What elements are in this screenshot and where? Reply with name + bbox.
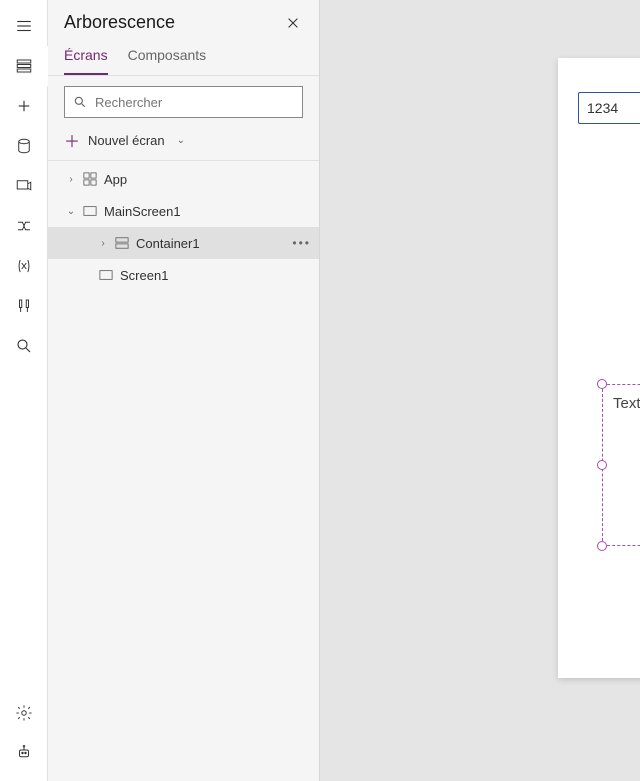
hamburger-icon[interactable] [0,6,48,46]
settings-icon[interactable] [0,693,48,733]
tab-components[interactable]: Composants [128,41,207,75]
tree-label: Screen1 [120,268,168,283]
close-icon[interactable] [283,13,303,33]
textbox-label: Texte [613,395,640,412]
search-input[interactable] [95,95,294,110]
tree: › App ⌄ MainScreen1 › Container1 ••• [48,161,319,781]
container-icon [114,235,130,251]
screen-icon [82,203,98,219]
selection-handle[interactable] [597,460,607,470]
input-value: 1234 [587,100,618,116]
left-rail [0,0,48,781]
bot-icon[interactable] [0,733,48,773]
tab-screens[interactable]: Écrans [64,41,108,75]
tree-panel: Arborescence Écrans Composants ＋ Nouvel … [48,0,320,781]
plus-icon: ＋ [64,128,80,152]
tree-label: App [104,172,127,187]
insert-icon[interactable] [0,86,48,126]
flows-icon[interactable] [0,206,48,246]
chevron-down-icon: ⌄ [177,135,185,146]
chevron-right-icon: › [96,238,110,249]
tools-icon[interactable] [0,286,48,326]
search-input-wrap [64,86,303,118]
canvas: 1234 Texte MainScreen1 ⌄ › Container1 [320,0,640,781]
selection-handle[interactable] [597,541,607,551]
tree-label: MainScreen1 [104,204,181,219]
chevron-down-icon: ⌄ [64,206,78,217]
selection-handle[interactable] [597,379,607,389]
variables-icon[interactable] [0,246,48,286]
search-icon [73,95,87,109]
app-icon [82,171,98,187]
chevron-right-icon: › [64,174,78,185]
tree-view-icon[interactable] [0,46,48,86]
new-screen-label: Nouvel écran [88,133,165,148]
new-screen-button[interactable]: ＋ Nouvel écran ⌄ [48,124,319,160]
panel-tabs: Écrans Composants [48,41,319,76]
more-icon[interactable]: ••• [292,236,311,250]
artboard [558,58,640,678]
tree-node-mainscreen[interactable]: ⌄ MainScreen1 [48,195,319,227]
search-rail-icon[interactable] [0,326,48,366]
tree-node-container[interactable]: › Container1 ••• [48,227,319,259]
selected-textbox[interactable]: Texte [602,384,640,546]
canvas-textinput[interactable]: 1234 [578,92,640,124]
tree-node-screen1[interactable]: Screen1 [48,259,319,291]
panel-title: Arborescence [64,12,175,33]
data-icon[interactable] [0,126,48,166]
screen-icon [98,267,114,283]
tree-node-app[interactable]: › App [48,163,319,195]
tree-label: Container1 [136,236,200,251]
media-icon[interactable] [0,166,48,206]
